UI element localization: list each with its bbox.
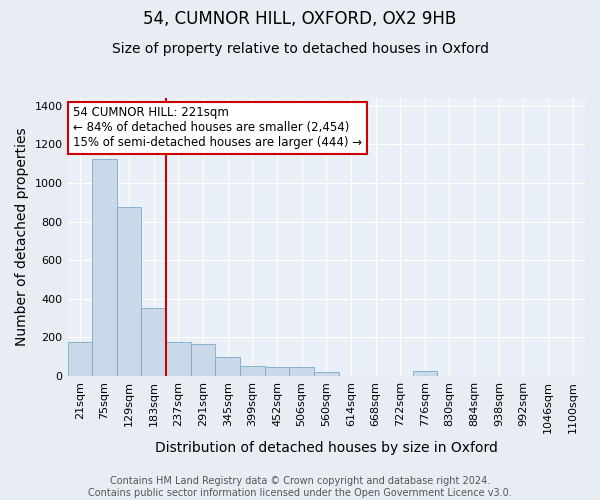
Bar bbox=[92, 159, 117, 376]
Text: Contains HM Land Registry data © Crown copyright and database right 2024.
Contai: Contains HM Land Registry data © Crown c… bbox=[88, 476, 512, 498]
Text: 54, CUMNOR HILL, OXFORD, OX2 9HB: 54, CUMNOR HILL, OXFORD, OX2 9HB bbox=[143, 10, 457, 28]
Bar bbox=[265, 367, 289, 376]
Text: Size of property relative to detached houses in Oxford: Size of property relative to detached ho… bbox=[112, 42, 488, 56]
Bar bbox=[142, 308, 166, 376]
Bar bbox=[215, 356, 240, 376]
Bar bbox=[314, 372, 338, 376]
Y-axis label: Number of detached properties: Number of detached properties bbox=[15, 128, 29, 346]
Bar bbox=[289, 367, 314, 376]
Bar bbox=[117, 207, 142, 376]
Bar bbox=[240, 366, 265, 376]
Bar bbox=[68, 342, 92, 376]
Text: 54 CUMNOR HILL: 221sqm
← 84% of detached houses are smaller (2,454)
15% of semi-: 54 CUMNOR HILL: 221sqm ← 84% of detached… bbox=[73, 106, 362, 150]
Bar bbox=[191, 344, 215, 376]
X-axis label: Distribution of detached houses by size in Oxford: Distribution of detached houses by size … bbox=[155, 441, 498, 455]
Bar bbox=[166, 342, 191, 376]
Bar bbox=[413, 371, 437, 376]
